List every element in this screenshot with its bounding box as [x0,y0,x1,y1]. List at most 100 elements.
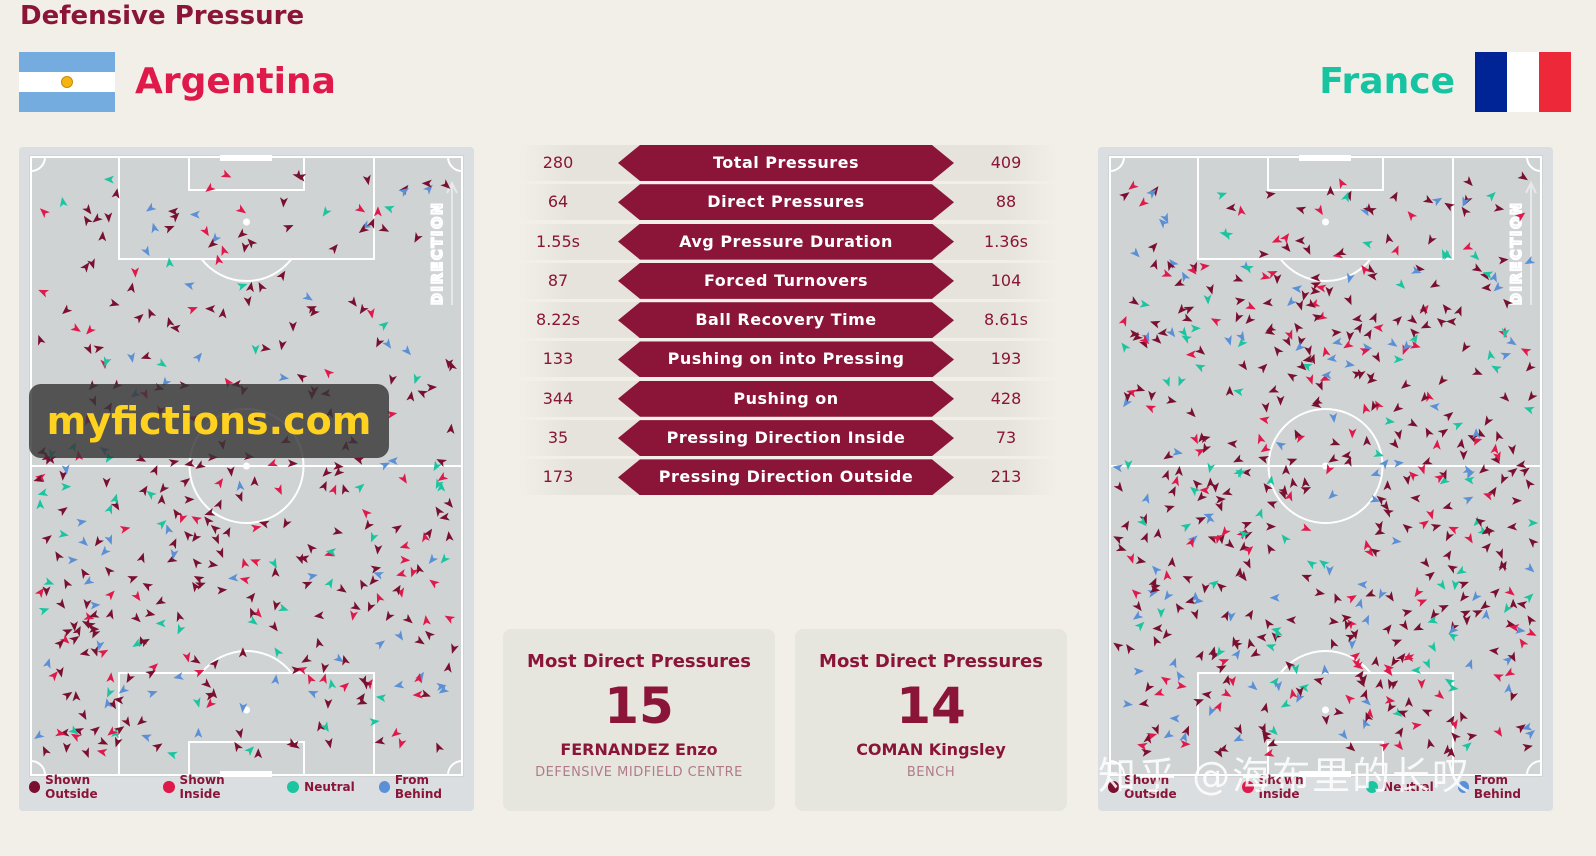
pressure-marker [1275,442,1287,451]
pressure-marker [1407,418,1418,427]
pressure-marker [1393,402,1404,412]
pressure-marker [291,666,302,675]
pressure-marker [416,563,425,575]
pressure-marker [1176,671,1186,682]
pressure-marker [193,669,205,678]
pressure-marker [1442,501,1454,510]
pressure-marker [1314,588,1326,597]
pressure-marker [1362,203,1373,214]
pressure-marker [1267,725,1278,736]
pressure-marker [428,553,439,564]
pressure-marker [1126,389,1138,398]
pressure-marker [1267,544,1276,555]
pressure-marker [1281,534,1291,545]
stat-row: 64 Direct Pressures 88 [518,184,1058,221]
pressure-marker [59,196,68,208]
pressure-marker [1425,427,1434,439]
pressure-marker [192,697,201,708]
pressure-marker [1411,666,1422,675]
pressure-marker [1321,664,1330,675]
pressure-marker [1489,271,1497,283]
stat-row: 87 Forced Turnovers 104 [518,262,1058,299]
pressure-marker [1172,447,1183,456]
pressure-marker [325,548,337,557]
pressure-marker [1350,628,1359,640]
pressure-marker [423,528,433,540]
pressure-marker [1365,588,1377,597]
pressure-marker [55,666,64,678]
pressure-marker [1294,322,1304,334]
pressure-marker [1146,189,1157,199]
pressure-marker [1501,473,1509,485]
pressure-marker [1310,273,1321,282]
pressure-marker [1472,590,1482,602]
pressure-marker [1269,593,1280,602]
pressure-marker [166,554,178,563]
corner-arc [1526,760,1542,776]
pressure-marker [1160,676,1172,686]
pressure-marker [1291,285,1303,294]
pressure-marker [127,352,135,363]
pressure-marker [282,224,294,233]
pressure-marker [131,590,141,602]
pressure-marker [1178,375,1187,387]
pressure-marker [1243,546,1254,556]
pressure-marker [179,512,188,524]
pressure-marker [1314,204,1323,216]
pressure-marker [1326,354,1338,363]
pressure-marker [1289,688,1298,700]
pressure-marker [1222,674,1231,686]
pressure-marker [1519,467,1530,477]
pressure-marker [148,308,157,320]
direction-arrowhead-icon [446,180,458,194]
pressure-marker [159,482,170,493]
pressure-marker [1298,684,1310,692]
pressure-marker [1406,314,1418,324]
pressure-marker [1193,699,1204,707]
pressure-marker [1326,185,1335,196]
pressure-marker [1220,610,1229,622]
pressure-marker [1260,271,1271,280]
france-flag-icon [1475,52,1571,112]
pressure-marker [1242,557,1251,569]
pressure-marker [1445,530,1455,542]
pressure-marker [1233,388,1244,397]
pressure-marker [1164,589,1174,601]
pressure-marker [1472,610,1483,618]
pressure-marker [41,535,52,545]
pressure-marker [1169,259,1179,270]
pressure-marker [247,615,258,625]
pressure-marker [1341,191,1349,203]
pressure-marker [1268,384,1280,393]
pressure-marker [1401,379,1412,389]
pressure-marker [1113,481,1123,492]
stat-value-left: 35 [547,428,569,448]
pressure-marker [243,295,252,307]
pressure-marker [245,281,254,293]
pressure-marker [1137,742,1148,751]
pressure-marker [169,212,180,223]
pressure-marker [1309,286,1321,295]
pressure-marker [317,721,326,732]
pressure-marker [1334,593,1343,604]
pressure-marker [1362,718,1371,730]
pressure-marker [1190,608,1199,620]
pressure-marker [1129,329,1140,338]
pressure-marker [440,179,451,189]
pressure-marker [1446,317,1457,326]
pressure-marker [68,635,80,645]
pressure-marker [98,231,107,242]
pressure-marker [43,577,55,585]
pressure-marker [1419,557,1430,568]
pressure-marker [1176,681,1187,690]
pressure-marker [437,472,449,482]
stat-row: 35 Pressing Direction Inside 73 [518,420,1058,457]
pressure-marker [1366,372,1375,383]
card-player-name: COMAN Kingsley [856,740,1006,759]
pressure-marker [192,558,203,569]
pressure-marker [1357,580,1368,589]
goal-bottom [220,771,272,777]
pressure-marker [87,258,95,270]
pressure-marker [38,607,50,616]
pressure-marker [362,174,371,186]
